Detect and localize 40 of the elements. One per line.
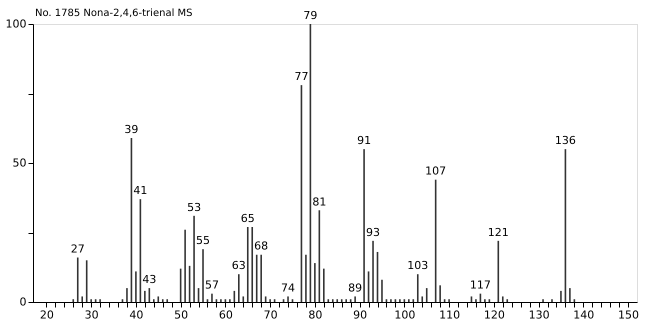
y-tick-label: 100 <box>6 18 26 30</box>
annotation: 93 <box>366 226 380 239</box>
x-tick-label: 100 <box>394 308 416 322</box>
annotation: 74 <box>281 281 296 294</box>
x-tick-label: 30 <box>84 308 99 322</box>
annotation: 81 <box>312 195 326 208</box>
annotation: 91 <box>357 134 372 148</box>
annotation: 65 <box>240 212 255 225</box>
annotation: 117 <box>470 278 491 292</box>
annotation: 107 <box>425 164 446 178</box>
x-tick-label: 130 <box>528 308 550 322</box>
annotation: 121 <box>488 226 509 239</box>
x-tick-label: 110 <box>439 308 460 322</box>
annotation: 41 <box>133 184 148 198</box>
x-tick-label: 140 <box>573 308 594 322</box>
x-tick-label: 120 <box>484 308 505 322</box>
annotation: 53 <box>187 200 202 214</box>
annotation: 39 <box>124 122 138 136</box>
annotation: 136 <box>554 134 576 148</box>
annotation: 77 <box>294 70 308 84</box>
annotation: 55 <box>196 234 210 248</box>
y-tick-label: 50 <box>12 156 26 170</box>
annotation: 27 <box>70 242 85 256</box>
x-tick-label: 50 <box>174 308 188 322</box>
annotation: 103 <box>407 259 428 272</box>
x-tick-label: 80 <box>308 308 322 322</box>
x-tick-label: 70 <box>264 308 278 322</box>
x-tick-label: 40 <box>129 308 144 322</box>
y-tick-label: 0 <box>20 296 26 308</box>
annotation: 57 <box>204 278 219 292</box>
annotation: 79 <box>303 9 318 22</box>
x-tick-label: 20 <box>40 308 54 322</box>
annotation: 63 <box>232 259 246 272</box>
annotation: 68 <box>254 240 268 253</box>
annotation: 89 <box>348 281 362 294</box>
annotation: 43 <box>142 273 156 286</box>
chart-title: No. 1785 Nona-2,4,6-trienal MS <box>35 8 193 19</box>
x-tick-label: 90 <box>353 308 368 322</box>
x-tick-label: 60 <box>218 308 233 322</box>
x-tick-label: 150 <box>618 308 640 322</box>
